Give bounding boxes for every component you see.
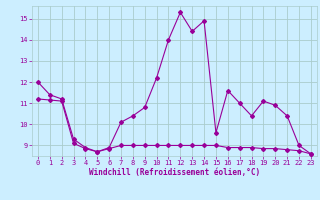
X-axis label: Windchill (Refroidissement éolien,°C): Windchill (Refroidissement éolien,°C) [89,168,260,177]
